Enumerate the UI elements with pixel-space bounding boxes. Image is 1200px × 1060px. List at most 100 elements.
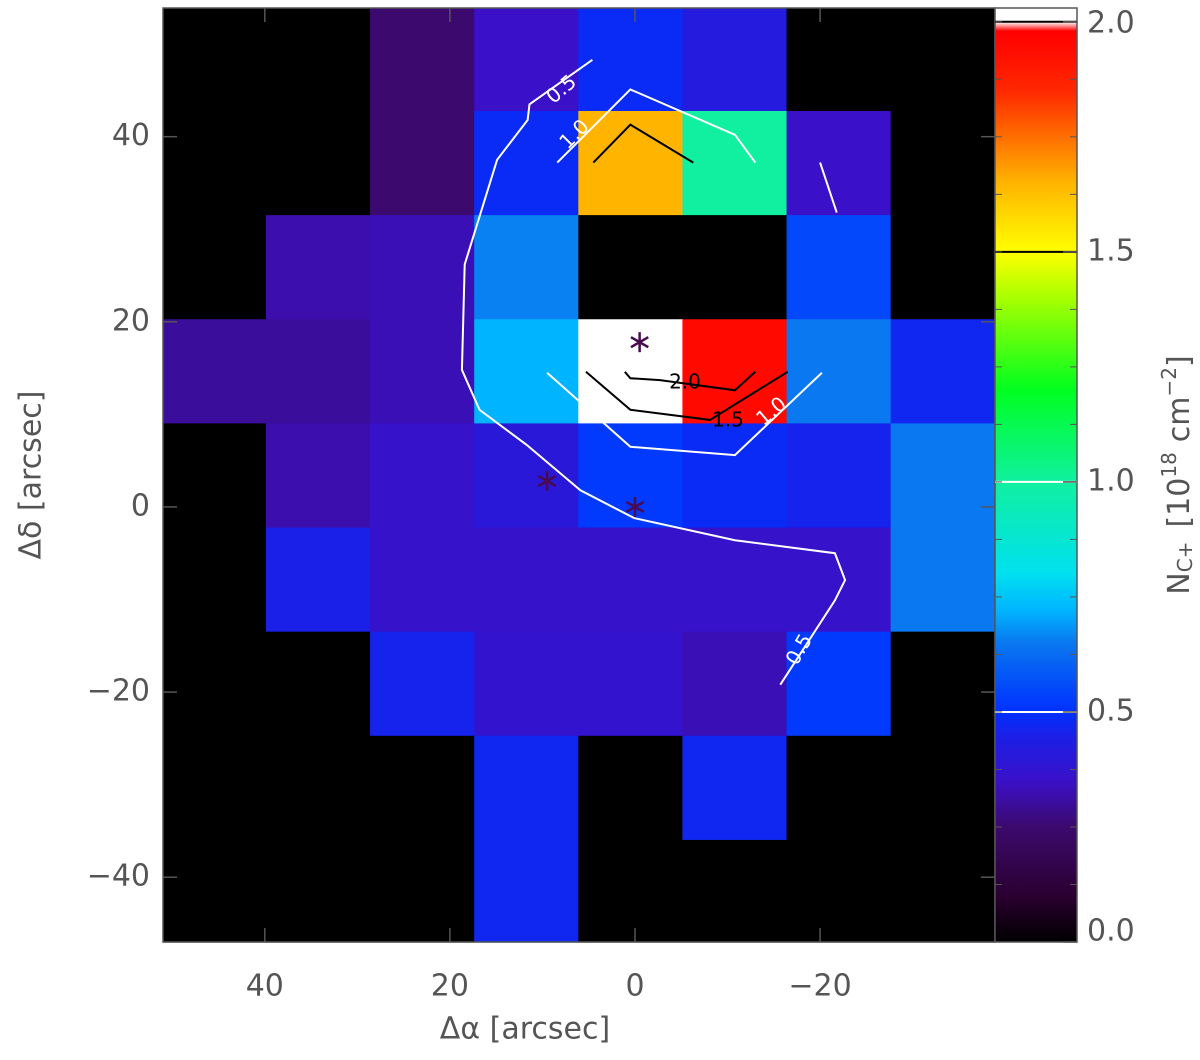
x-tick-label: 20 [431, 969, 469, 1004]
heatmap-cell [682, 110, 788, 216]
contour-line [819, 162, 838, 213]
x-tick-label: 0 [625, 969, 644, 1004]
heatmap-cell [265, 735, 371, 841]
heatmap-cell [786, 423, 892, 529]
heatmap-cell [786, 215, 892, 320]
colorbar [994, 7, 1078, 943]
heatmap-cell [163, 423, 267, 529]
heatmap-cell [265, 319, 371, 424]
heatmap-cell [578, 735, 684, 841]
heatmap-cell [578, 319, 684, 424]
contour-label: 2.0 [669, 370, 701, 394]
y-axis-label: Δδ [arcsec] [14, 391, 49, 560]
heatmap-cell [370, 319, 475, 424]
heatmap-cell [474, 215, 579, 320]
heatmap-cell [890, 423, 996, 529]
colorbar-label-unit-sup: −2 [1157, 367, 1181, 396]
colorbar-label-open: [10 [1162, 478, 1197, 528]
heatmap-cell [890, 839, 996, 943]
heatmap-cell [163, 319, 267, 424]
y-tick-label: 0 [131, 488, 150, 523]
colorbar-label-main: N [1162, 572, 1197, 594]
colorbar-tick-label: 0.0 [1087, 914, 1135, 949]
heatmap-cell [786, 735, 892, 841]
heatmap-cell [578, 839, 684, 943]
colorbar-label-close: ] [1162, 355, 1197, 367]
heatmap-cell [163, 839, 267, 943]
heatmap-cell [890, 631, 996, 737]
star-marker [537, 471, 557, 492]
heatmap-cell [786, 527, 892, 633]
heatmap-cell [370, 527, 475, 633]
contour-line [460, 59, 847, 686]
heatmap-cell [682, 215, 788, 320]
heatmap-cell [682, 319, 788, 424]
heatmap-cell [163, 735, 267, 841]
contour-label: 1.5 [712, 408, 744, 432]
heatmap-cell [786, 319, 892, 424]
heatmap-cell [474, 527, 579, 633]
heatmap-cell [474, 839, 579, 943]
heatmap-cell [370, 423, 475, 529]
x-axis-label: Δα [arcsec] [440, 1012, 610, 1047]
heatmap-cell [578, 423, 684, 529]
heatmap-cell [890, 527, 996, 633]
heatmap-cell [265, 631, 371, 737]
heatmap-cell [890, 319, 996, 424]
heatmap-cell [682, 423, 788, 529]
colorbar-label-unit: cm [1162, 396, 1197, 442]
x-tick-label: −20 [788, 969, 851, 1004]
heatmap-cell [163, 631, 267, 737]
contour-line [624, 371, 756, 392]
heatmap-cell [370, 110, 475, 216]
colorbar-tick-label: 2.0 [1087, 6, 1135, 41]
heatmap-cell [370, 839, 475, 943]
colorbar-tick-label: 1.0 [1087, 463, 1135, 498]
x-tick-label: 40 [246, 969, 284, 1004]
heatmap-cell [682, 839, 788, 943]
heatmap-cell [265, 215, 371, 320]
heatmap-cell [265, 527, 371, 633]
heatmap-cell [682, 8, 788, 112]
heatmap-cell [890, 8, 996, 112]
heatmap-cell [682, 735, 788, 841]
heatmap-cell [786, 839, 892, 943]
heatmap-cell [578, 110, 684, 216]
heatmap-cell [786, 110, 892, 216]
y-tick-label: −20 [87, 674, 150, 709]
heatmap-cell [890, 215, 996, 320]
colorbar-tick-label: 0.5 [1087, 693, 1135, 728]
heatmap-cell [578, 527, 684, 633]
star-marker [630, 332, 649, 353]
heatmap-cell [163, 215, 267, 320]
heatmap-cell [163, 8, 267, 112]
heatmap-cell [474, 319, 579, 424]
heatmap-cell [163, 110, 267, 216]
colorbar-label: NC+ [1018 cm−2] [1157, 355, 1197, 594]
heatmap-cell [370, 215, 475, 320]
heatmap-cell [163, 527, 267, 633]
y-tick-label: −40 [87, 859, 150, 894]
heatmap-cell [682, 631, 788, 737]
heatmap-cell [890, 735, 996, 841]
colorbar-tick-label: 1.5 [1087, 233, 1135, 268]
contour-line [585, 370, 789, 421]
heatmap-cell [265, 423, 371, 529]
heatmap-cell [265, 839, 371, 943]
heatmap-cell [578, 215, 684, 320]
heatmap-cell [474, 423, 579, 529]
heatmap-cell [786, 8, 892, 112]
heatmap-cell [578, 631, 684, 737]
y-tick-label: 40 [112, 118, 150, 153]
heatmap-cell [370, 631, 475, 737]
contour-line [556, 88, 757, 164]
contour-line [546, 371, 823, 457]
heatmap-cell [370, 735, 475, 841]
y-tick-label: 20 [112, 303, 150, 338]
contour-line [592, 123, 694, 164]
star-marker [625, 496, 645, 517]
heatmap-cell [474, 110, 579, 216]
heatmap-cell [370, 8, 475, 112]
heatmap-cell [890, 110, 996, 216]
